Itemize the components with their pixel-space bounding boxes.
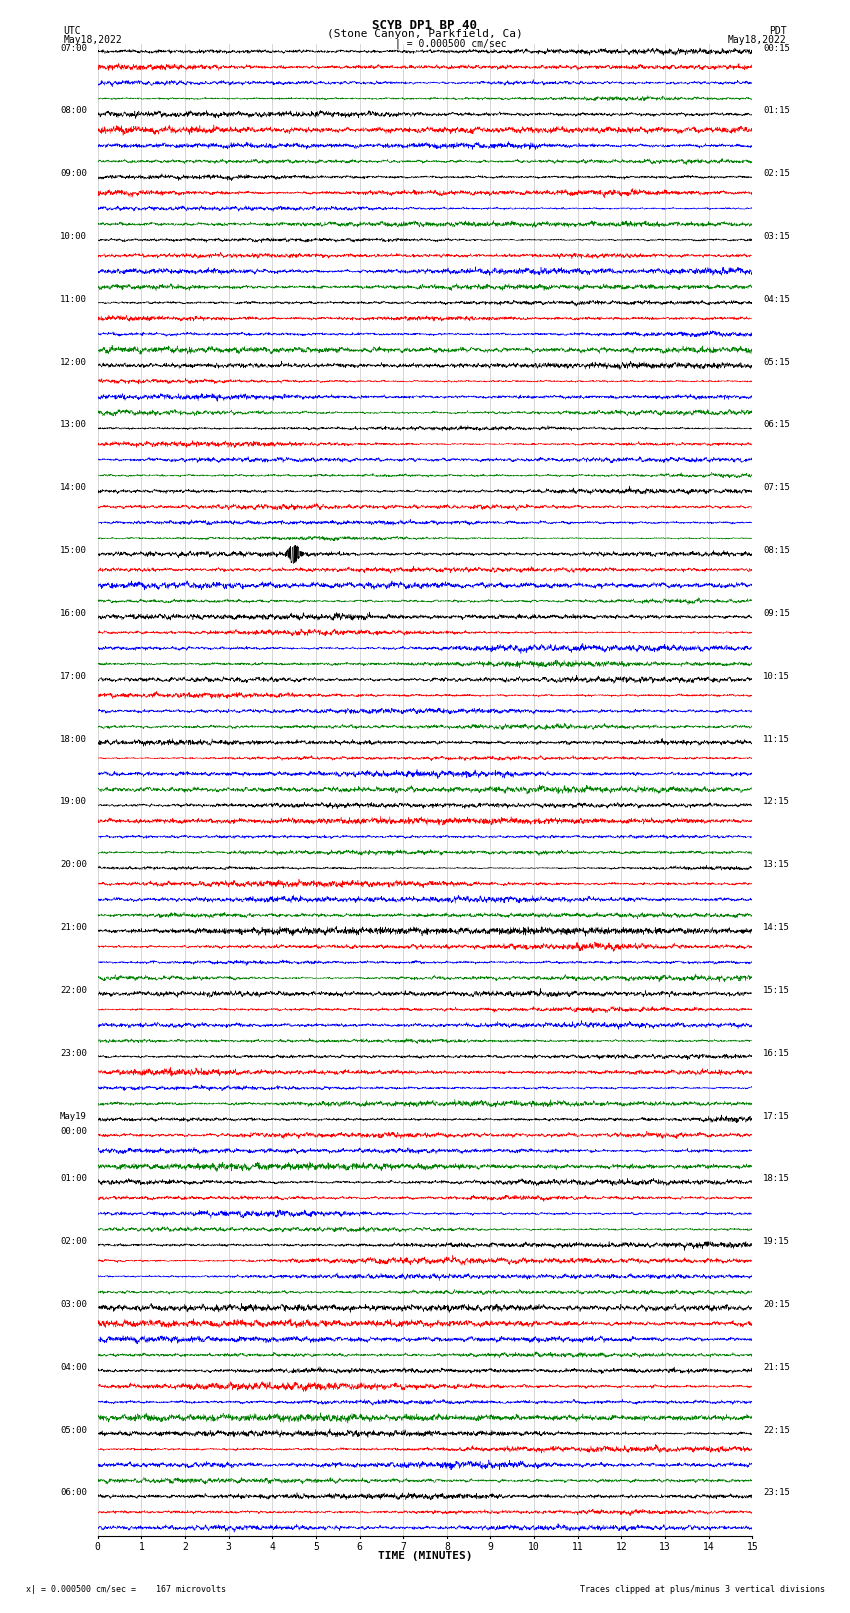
Text: 02:00: 02:00 <box>60 1237 87 1247</box>
Text: 13:15: 13:15 <box>763 860 790 869</box>
Text: 20:00: 20:00 <box>60 860 87 869</box>
Text: SCYB DP1 BP 40: SCYB DP1 BP 40 <box>372 19 478 32</box>
Text: 09:00: 09:00 <box>60 169 87 177</box>
Text: 11:15: 11:15 <box>763 734 790 744</box>
Text: 22:15: 22:15 <box>763 1426 790 1434</box>
Text: 17:15: 17:15 <box>763 1111 790 1121</box>
Text: 21:15: 21:15 <box>763 1363 790 1371</box>
Text: 03:00: 03:00 <box>60 1300 87 1310</box>
Text: 12: 12 <box>615 1542 627 1552</box>
Text: 07:15: 07:15 <box>763 484 790 492</box>
Text: 7: 7 <box>400 1542 406 1552</box>
Text: 9: 9 <box>488 1542 493 1552</box>
Text: 18:00: 18:00 <box>60 734 87 744</box>
Text: 16:15: 16:15 <box>763 1048 790 1058</box>
Text: 13: 13 <box>659 1542 671 1552</box>
Text: 05:00: 05:00 <box>60 1426 87 1434</box>
Text: 14:00: 14:00 <box>60 484 87 492</box>
Text: PDT: PDT <box>768 26 786 35</box>
Text: 22:00: 22:00 <box>60 986 87 995</box>
Text: 23:00: 23:00 <box>60 1048 87 1058</box>
Text: UTC: UTC <box>64 26 82 35</box>
Text: | = 0.000500 cm/sec: | = 0.000500 cm/sec <box>395 39 507 50</box>
Text: 09:15: 09:15 <box>763 610 790 618</box>
Text: 08:15: 08:15 <box>763 547 790 555</box>
Text: May18,2022: May18,2022 <box>728 35 786 45</box>
Text: 8: 8 <box>444 1542 450 1552</box>
Text: 06:00: 06:00 <box>60 1489 87 1497</box>
Text: 19:00: 19:00 <box>60 797 87 806</box>
Text: (Stone Canyon, Parkfield, Ca): (Stone Canyon, Parkfield, Ca) <box>327 29 523 39</box>
Text: 0: 0 <box>95 1542 100 1552</box>
Text: 6: 6 <box>357 1542 362 1552</box>
Text: 06:15: 06:15 <box>763 421 790 429</box>
Text: 12:00: 12:00 <box>60 358 87 366</box>
Text: 05:15: 05:15 <box>763 358 790 366</box>
Text: 1: 1 <box>139 1542 145 1552</box>
Text: May19: May19 <box>60 1111 87 1121</box>
Text: 15:15: 15:15 <box>763 986 790 995</box>
Text: 12:15: 12:15 <box>763 797 790 806</box>
Text: 13:00: 13:00 <box>60 421 87 429</box>
Text: 02:15: 02:15 <box>763 169 790 177</box>
Text: 18:15: 18:15 <box>763 1174 790 1184</box>
Text: 15: 15 <box>746 1542 758 1552</box>
Text: 14:15: 14:15 <box>763 923 790 932</box>
Text: 14: 14 <box>703 1542 715 1552</box>
Text: 4: 4 <box>269 1542 275 1552</box>
Text: 11: 11 <box>572 1542 584 1552</box>
Text: 00:15: 00:15 <box>763 44 790 53</box>
Text: 16:00: 16:00 <box>60 610 87 618</box>
Text: 19:15: 19:15 <box>763 1237 790 1247</box>
Text: 07:00: 07:00 <box>60 44 87 53</box>
Text: 2: 2 <box>182 1542 188 1552</box>
Text: 3: 3 <box>226 1542 231 1552</box>
Text: 01:15: 01:15 <box>763 106 790 116</box>
Text: 08:00: 08:00 <box>60 106 87 116</box>
Text: 5: 5 <box>313 1542 319 1552</box>
Text: 04:00: 04:00 <box>60 1363 87 1371</box>
Text: 17:00: 17:00 <box>60 671 87 681</box>
Text: 00:00: 00:00 <box>60 1127 87 1136</box>
Text: 11:00: 11:00 <box>60 295 87 303</box>
Text: 15:00: 15:00 <box>60 547 87 555</box>
Text: 23:15: 23:15 <box>763 1489 790 1497</box>
Text: 04:15: 04:15 <box>763 295 790 303</box>
Text: TIME (MINUTES): TIME (MINUTES) <box>377 1552 473 1561</box>
Text: x| = 0.000500 cm/sec =    167 microvolts: x| = 0.000500 cm/sec = 167 microvolts <box>26 1584 225 1594</box>
Text: 20:15: 20:15 <box>763 1300 790 1310</box>
Text: 10: 10 <box>528 1542 540 1552</box>
Text: Traces clipped at plus/minus 3 vertical divisions: Traces clipped at plus/minus 3 vertical … <box>580 1584 824 1594</box>
Text: May18,2022: May18,2022 <box>64 35 122 45</box>
Text: 10:00: 10:00 <box>60 232 87 240</box>
Text: 21:00: 21:00 <box>60 923 87 932</box>
Text: 01:00: 01:00 <box>60 1174 87 1184</box>
Text: 03:15: 03:15 <box>763 232 790 240</box>
Text: 10:15: 10:15 <box>763 671 790 681</box>
